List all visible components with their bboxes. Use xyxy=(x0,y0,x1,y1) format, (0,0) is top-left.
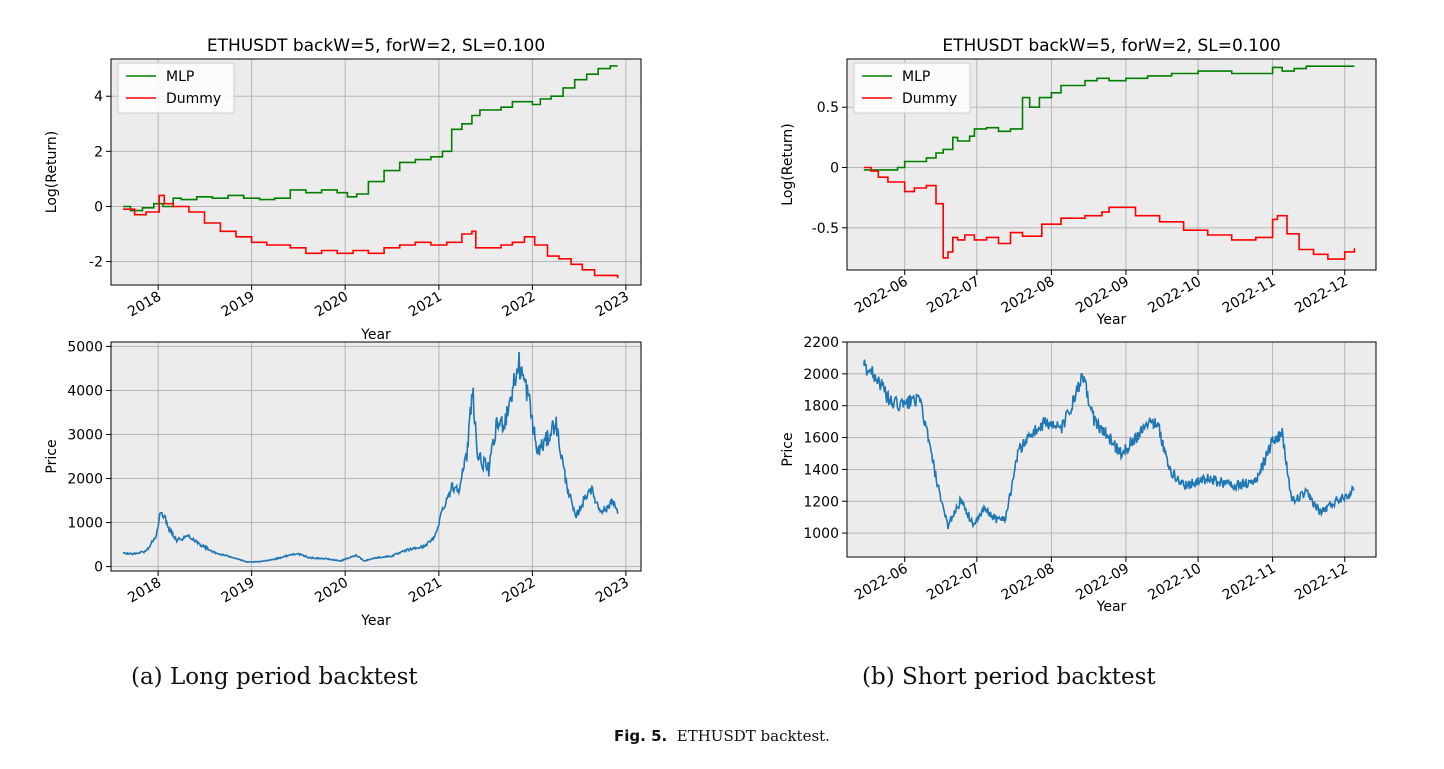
backtest-figure: -2 0 2 4 2018 2019 2020 2021 2022 2023 ETHUSDT bac… xyxy=(44,36,1377,629)
axes-frame xyxy=(110,341,642,572)
chart-long-price: 0 1000 2000 3000 4000 5000 2018 2019 2020 2021 202… xyxy=(44,339,642,629)
x-tick-label: 2022-08 xyxy=(999,561,1058,604)
x-tick-label: 2019 xyxy=(219,575,258,607)
y-axis-label: Price xyxy=(780,432,796,466)
y-tick-label: 4000 xyxy=(67,383,103,399)
caption-a: (a) Long period backtest xyxy=(131,664,418,690)
x-tick-label: 2023 xyxy=(593,289,632,321)
y-tick-label: -0.5 xyxy=(812,221,839,237)
y-tick-label: 0 xyxy=(94,199,103,215)
chart-title: ETHUSDT backW=5, forW=2, SL=0.100 xyxy=(942,36,1280,56)
x-tick-label: 2022-06 xyxy=(852,561,911,604)
x-axis-label: Year xyxy=(1096,312,1127,328)
x-tick-label: 2022-10 xyxy=(1145,561,1204,604)
y-axis-label: Price xyxy=(44,439,60,473)
x-tick-label: 2018 xyxy=(125,289,164,321)
legend: MLP Dummy xyxy=(853,62,971,114)
y-tick-label: 2000 xyxy=(67,472,103,488)
y-tick-label: 1000 xyxy=(803,526,839,542)
y-tick-label: 1800 xyxy=(803,399,839,415)
y-tick-label: 4 xyxy=(94,89,103,105)
caption-b: (b) Short period backtest xyxy=(862,664,1156,690)
chart-long-return: -2 0 2 4 2018 2019 2020 2021 2022 2023 ETHUSDT bac… xyxy=(44,36,642,343)
x-tick-label: 2022-07 xyxy=(924,561,983,604)
figure-caption: Fig. 5. ETHUSDT backtest. xyxy=(0,727,1444,745)
series-line-dummy xyxy=(123,194,619,279)
y-tick-label: 1000 xyxy=(67,516,103,532)
x-tick-label: 2022-09 xyxy=(1073,274,1132,317)
x-tick-label: 2020 xyxy=(312,289,351,321)
series-line-price xyxy=(123,351,619,564)
y-tick-label: 0.5 xyxy=(817,100,839,116)
x-tick-label: 2022-12 xyxy=(1292,274,1351,317)
y-axis-label: Log(Return) xyxy=(44,131,60,213)
x-tick-label: 2021 xyxy=(406,289,445,321)
series-line-mlp xyxy=(123,65,618,212)
x-tick-label: 2022-06 xyxy=(852,274,911,317)
chart-short-price: 1000 1200 1400 1600 1800 2000 2200 2022-06 2022-… xyxy=(780,335,1377,615)
plot-area xyxy=(111,342,641,571)
y-tick-label: 2200 xyxy=(803,335,839,351)
legend-label: Dummy xyxy=(166,91,221,107)
x-tick-label: 2020 xyxy=(312,575,351,607)
x-tick-label: 2022-11 xyxy=(1220,561,1279,604)
figure-text: ETHUSDT backtest. xyxy=(676,727,830,745)
legend-label: MLP xyxy=(166,69,194,85)
y-tick-label: 5000 xyxy=(67,339,103,355)
x-tick-label: 2022-07 xyxy=(924,274,983,317)
y-tick-label: 1600 xyxy=(803,431,839,447)
x-tick-label: 2022 xyxy=(500,575,539,607)
x-tick-label: 2018 xyxy=(125,575,164,607)
series-line-mlp xyxy=(863,65,1355,171)
axes-frame xyxy=(110,58,642,286)
y-tick-label: 2000 xyxy=(803,367,839,383)
legend: MLP Dummy xyxy=(117,62,235,114)
y-tick-label: 0 xyxy=(94,560,103,576)
x-tick-label: 2022-10 xyxy=(1145,274,1204,317)
x-tick-label: 2023 xyxy=(593,575,632,607)
y-tick-label: -2 xyxy=(89,255,103,271)
plot-area xyxy=(847,342,1376,557)
y-axis-label: Log(Return) xyxy=(780,123,796,205)
figure-label: Fig. 5. xyxy=(614,727,668,745)
x-axis-label: Year xyxy=(360,613,391,629)
axes-frame xyxy=(846,341,1377,558)
x-tick-label: 2022-11 xyxy=(1220,274,1279,317)
y-tick-label: 1200 xyxy=(803,494,839,510)
y-tick-label: 0 xyxy=(830,161,839,177)
x-tick-label: 2022-09 xyxy=(1073,561,1132,604)
x-tick-label: 2022-08 xyxy=(999,274,1058,317)
x-axis-label: Year xyxy=(360,327,391,343)
legend-label: MLP xyxy=(902,69,930,85)
axes-frame xyxy=(846,58,1377,271)
series-line-price xyxy=(863,359,1355,530)
chart-title: ETHUSDT backW=5, forW=2, SL=0.100 xyxy=(207,36,545,56)
legend-label: Dummy xyxy=(902,91,957,107)
x-tick-label: 2019 xyxy=(219,289,258,321)
x-axis-label: Year xyxy=(1096,599,1127,615)
chart-short-return: -0.5 0 0.5 2022-06 2022-07 2022-08 2022-09 2022… xyxy=(780,36,1377,328)
x-tick-label: 2021 xyxy=(406,575,445,607)
y-tick-label: 3000 xyxy=(67,427,103,443)
series-line-dummy xyxy=(863,166,1356,260)
x-tick-label: 2022-12 xyxy=(1292,561,1351,604)
x-tick-label: 2022 xyxy=(500,289,539,321)
y-tick-label: 2 xyxy=(94,144,103,160)
y-tick-label: 1400 xyxy=(803,462,839,478)
